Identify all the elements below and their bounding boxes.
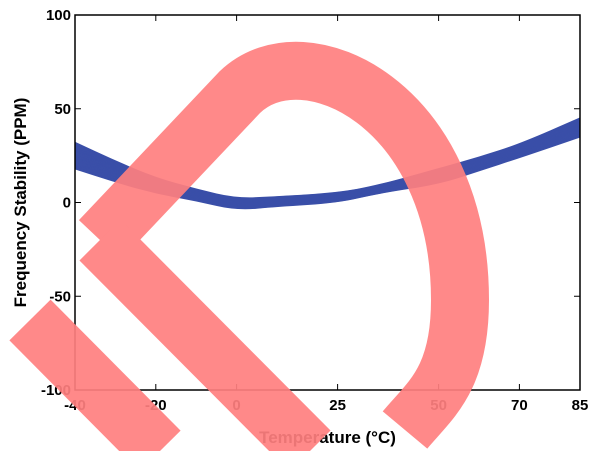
x-tick-label: 85 bbox=[572, 397, 589, 414]
watermark-tail bbox=[9, 299, 181, 451]
x-tick-label: 25 bbox=[329, 397, 346, 414]
y-axis-title: Frequency Stability (PPM) bbox=[11, 98, 30, 308]
watermark-stroke bbox=[79, 219, 331, 451]
watermark-arc bbox=[78, 41, 490, 449]
y-tick-label: 0 bbox=[63, 195, 71, 212]
y-tick-label: 50 bbox=[54, 101, 71, 118]
x-tick-label: 70 bbox=[511, 397, 528, 414]
watermark-logo bbox=[9, 41, 490, 451]
y-tick-label: 100 bbox=[46, 7, 71, 24]
y-tick-label: -50 bbox=[49, 288, 71, 305]
